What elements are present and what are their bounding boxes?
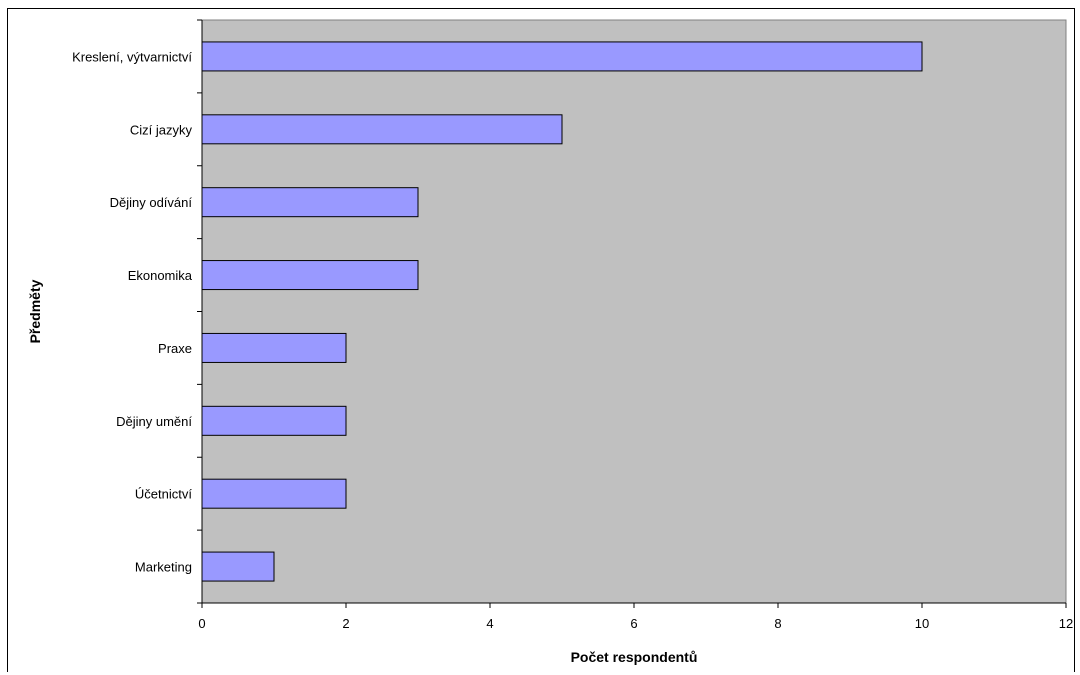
x-tick-label: 10 (915, 616, 929, 631)
x-tick-label: 6 (630, 616, 637, 631)
bar (201, 41, 923, 72)
y-tick-label: Marketing (135, 560, 192, 575)
plot-area (201, 19, 1067, 604)
x-tick-label: 2 (342, 616, 349, 631)
y-tick-label: Ekonomika (128, 268, 193, 283)
x-axis-title: Počet respondentů (571, 649, 698, 665)
bars-group (201, 41, 923, 582)
bar (201, 332, 347, 363)
y-axis-title: Předměty (27, 279, 43, 343)
y-tick-label: Dějiny odívání (110, 195, 193, 210)
bar (201, 114, 563, 145)
x-tick-label: 4 (486, 616, 493, 631)
y-tick-label: Praxe (158, 341, 192, 356)
bar (201, 551, 275, 582)
y-tick-label: Kreslení, výtvarnictví (72, 49, 192, 64)
y-tick-label: Cizí jazyky (130, 122, 193, 137)
y-axis: Kreslení, výtvarnictví Cizí jazyky Dějiny … (72, 19, 203, 604)
bar (201, 187, 419, 218)
bar (201, 478, 347, 509)
x-tick-label: 12 (1059, 616, 1073, 631)
bar (201, 260, 419, 291)
x-axis: 0 2 4 6 8 10 12 (198, 602, 1073, 631)
bar (201, 405, 347, 436)
y-tick-label: Dějiny umění (116, 414, 192, 429)
y-tick-label: Účetnictví (135, 487, 192, 502)
x-tick-label: 8 (774, 616, 781, 631)
x-tick-label: 0 (198, 616, 205, 631)
